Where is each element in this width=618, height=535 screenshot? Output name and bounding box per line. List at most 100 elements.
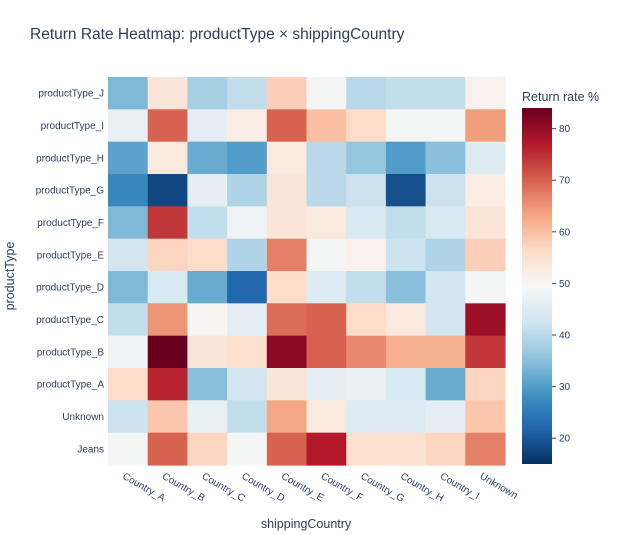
- heatmap-cell: [346, 141, 387, 175]
- x-tick-label: Country_A: [120, 471, 167, 504]
- heatmap-cell: [187, 109, 228, 143]
- heatmap-cell: [108, 400, 149, 434]
- heatmap-cell: [227, 400, 268, 434]
- heatmap-cell: [306, 238, 347, 272]
- x-tick-label: Country_F: [319, 471, 365, 504]
- colorbar-tick-label: 60: [559, 227, 571, 238]
- heatmap-cell: [147, 141, 188, 175]
- heatmap-cell: [465, 141, 506, 175]
- heatmap-cell: [227, 432, 268, 466]
- heatmap-cell: [465, 109, 506, 143]
- heatmap-cell: [385, 303, 427, 337]
- heatmap-cell: [227, 77, 268, 110]
- heatmap-cell: [306, 400, 347, 434]
- heatmap-cell: [187, 432, 228, 466]
- heatmap-cell: [306, 109, 347, 143]
- y-tick-label: productType_E: [37, 250, 105, 261]
- heatmap-cells: [108, 77, 506, 466]
- heatmap-cell: [346, 109, 387, 143]
- heatmap-cell: [187, 174, 228, 207]
- y-tick-label: productType_D: [36, 283, 104, 294]
- colorbar-title: Return rate %: [522, 90, 599, 104]
- y-axis-title: productType: [3, 242, 17, 311]
- heatmap-cell: [346, 77, 387, 110]
- heatmap-cell: [227, 271, 268, 304]
- colorbar-tick-label: 40: [559, 331, 571, 342]
- heatmap-cell: [385, 400, 427, 434]
- heatmap-cell: [266, 432, 308, 466]
- heatmap-cell: [465, 303, 506, 337]
- heatmap-cell: [108, 432, 149, 466]
- heatmap-cell: [425, 368, 466, 401]
- heatmap-cell: [187, 400, 228, 434]
- heatmap-cell: [306, 271, 347, 304]
- colorbar-tick-label: 80: [559, 124, 571, 135]
- heatmap-cell: [147, 174, 188, 207]
- colorbar-tick-label: 20: [559, 434, 571, 445]
- heatmap-cell: [346, 206, 387, 240]
- heatmap-cell: [425, 141, 466, 175]
- heatmap-cell: [187, 303, 228, 337]
- heatmap-cell: [385, 335, 427, 369]
- colorbar-tick-label: 30: [559, 382, 571, 393]
- heatmap-cell: [108, 303, 149, 337]
- heatmap-cell: [465, 206, 506, 240]
- y-tick-label: productType_G: [36, 186, 105, 197]
- heatmap-cell: [465, 432, 506, 466]
- chart-title: Return Rate Heatmap: productType × shipp…: [30, 26, 405, 43]
- colorbar-ticks: 20 30 40 50 60 70 80: [552, 124, 571, 445]
- heatmap-cell: [465, 174, 506, 207]
- heatmap-cell: [147, 109, 188, 143]
- heatmap-cell: [147, 368, 188, 401]
- y-tick-label: productType_B: [37, 347, 105, 358]
- heatmap-cell: [385, 77, 427, 110]
- heatmap-cell: [465, 271, 506, 304]
- heatmap-cell: [425, 271, 466, 304]
- heatmap-cell: [147, 335, 188, 369]
- heatmap-cell: [108, 368, 149, 401]
- heatmap-cell: [266, 206, 308, 240]
- heatmap-cell: [108, 77, 149, 110]
- heatmap-cell: [425, 206, 466, 240]
- y-tick-label: productType_A: [37, 380, 105, 391]
- heatmap-cell: [108, 206, 149, 240]
- heatmap-cell: [385, 174, 427, 207]
- heatmap-cell: [227, 141, 268, 175]
- heatmap-cell: [266, 109, 308, 143]
- heatmap-cell: [266, 238, 308, 272]
- x-tick-label: Country_G: [359, 471, 407, 505]
- x-tick-label: Unknown: [478, 471, 520, 501]
- heatmap-cell: [465, 335, 506, 369]
- heatmap-cell: [227, 368, 268, 401]
- heatmap-cell: [465, 368, 506, 401]
- y-tick-label: productType_F: [37, 218, 104, 229]
- heatmap-cell: [385, 368, 427, 401]
- heatmap-cell: [306, 141, 347, 175]
- y-tick-label: productType_J: [38, 89, 104, 100]
- heatmap-cell: [306, 432, 347, 466]
- y-axis-ticks: productType_J productType_I productType_Hp…: [36, 89, 105, 456]
- heatmap-cell: [385, 271, 427, 304]
- heatmap-cell: [187, 368, 228, 401]
- y-tick-label: Jeans: [77, 444, 104, 455]
- heatmap-cell: [227, 109, 268, 143]
- x-tick-label: Country_B: [160, 471, 207, 504]
- heatmap-cell: [346, 400, 387, 434]
- heatmap-cell: [306, 335, 347, 369]
- heatmap-cell: [147, 206, 188, 240]
- heatmap-cell: [346, 335, 387, 369]
- heatmap-cell: [227, 238, 268, 272]
- heatmap-cell: [425, 238, 466, 272]
- x-axis-title: shippingCountry: [261, 517, 352, 531]
- heatmap-cell: [385, 109, 427, 143]
- heatmap-cell: [227, 335, 268, 369]
- heatmap-cell: [187, 271, 228, 304]
- heatmap-cell: [266, 271, 308, 304]
- heatmap-cell: [147, 400, 188, 434]
- heatmap-cell: [306, 368, 347, 401]
- x-tick-label: Country_H: [398, 471, 445, 504]
- x-tick-label: Country_I: [438, 471, 481, 502]
- heatmap-cell: [187, 238, 228, 272]
- heatmap-cell: [306, 303, 347, 337]
- heatmap-cell: [346, 368, 387, 401]
